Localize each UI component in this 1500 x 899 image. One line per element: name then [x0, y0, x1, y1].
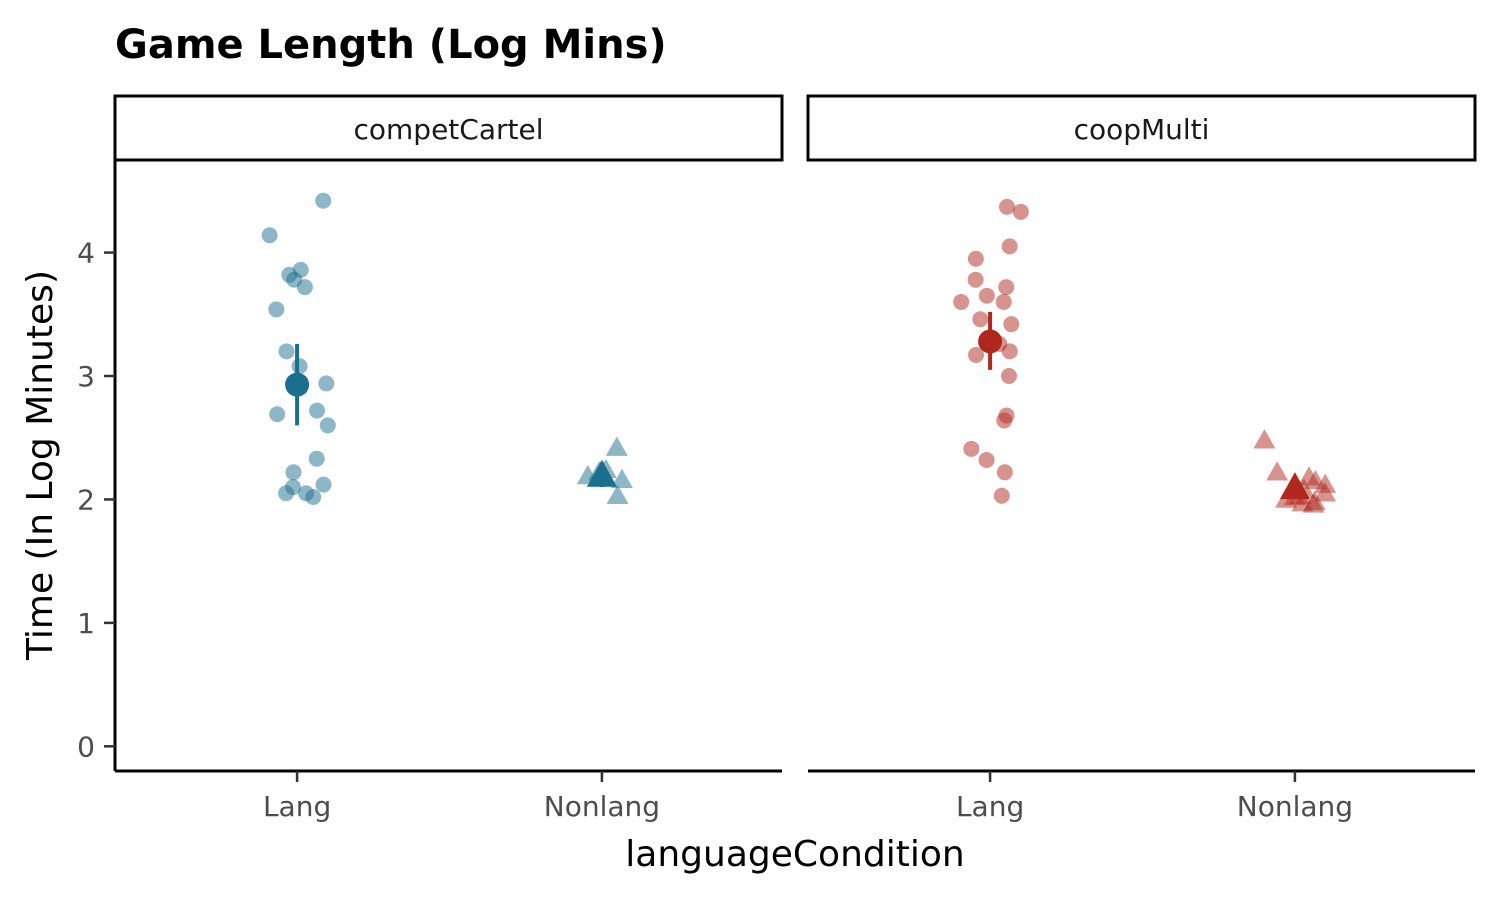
data-point [1012, 203, 1029, 220]
data-point [319, 417, 336, 434]
data-point [978, 451, 995, 468]
y-tick-label: 4 [77, 237, 95, 270]
data-point [953, 293, 970, 310]
y-tick-label: 1 [77, 607, 95, 640]
y-axis: 0 1 2 3 4 [77, 237, 115, 763]
data-point [296, 279, 313, 296]
data-point [305, 488, 322, 505]
data-point [605, 436, 628, 456]
data-point [610, 468, 633, 488]
data-point [1302, 493, 1325, 513]
data-point [278, 343, 295, 360]
facet-panels: competCartel Lang Nonlang coopMulti Lang Nonl… [113, 94, 1477, 823]
data-point [967, 271, 984, 288]
mean-marker [978, 329, 1003, 354]
data-point [1000, 368, 1017, 385]
data-point [998, 279, 1015, 296]
data-point [968, 347, 985, 364]
facet-competCartel: competCartel Lang Nonlang [113, 94, 784, 823]
data-point [268, 301, 285, 318]
data-point [963, 440, 980, 457]
data-point [278, 485, 295, 502]
mean-marker [285, 372, 310, 397]
data-point [978, 287, 995, 304]
data-point [318, 375, 335, 392]
data-point [1003, 316, 1020, 333]
chart-title: Game Length (Log Mins) [115, 22, 667, 68]
data-point [995, 293, 1012, 310]
y-axis-title: Time (In Log Minutes) [20, 270, 61, 661]
mean-marker [586, 459, 617, 487]
data-point [315, 192, 332, 209]
facet-coopMulti: coopMulti Lang Nonlang [806, 94, 1477, 823]
data-point [285, 464, 302, 481]
data-point [269, 406, 286, 423]
x-tick-label: Lang [263, 790, 331, 823]
data-point [967, 250, 984, 267]
data-point [1314, 482, 1337, 502]
data-point [1001, 343, 1018, 360]
facet-strip [113, 94, 784, 162]
x-axis-title: languageCondition [625, 834, 964, 875]
data-point [996, 464, 1013, 481]
facet-strip-label: competCartel [354, 113, 544, 146]
data-point [606, 484, 629, 504]
facet-strip-label: coopMulti [1074, 113, 1210, 146]
data-point [993, 487, 1010, 504]
data-point [999, 198, 1016, 215]
y-tick-label: 3 [77, 360, 95, 393]
y-tick-label: 2 [77, 483, 95, 516]
data-point [1266, 461, 1289, 481]
data-point [315, 476, 332, 493]
data-point [1001, 238, 1018, 255]
x-tick-label: Nonlang [1237, 790, 1353, 823]
x-tick-label: Nonlang [544, 790, 660, 823]
x-tick-label: Lang [956, 790, 1024, 823]
data-point [291, 358, 308, 375]
mean-marker [1279, 472, 1310, 500]
data-point [972, 311, 989, 328]
facet-strip [806, 94, 1477, 162]
data-point [1253, 429, 1276, 449]
data-point [308, 450, 325, 467]
data-point [996, 412, 1013, 429]
y-tick-label: 0 [77, 730, 95, 763]
data-point [309, 402, 326, 419]
data-point [261, 227, 278, 244]
